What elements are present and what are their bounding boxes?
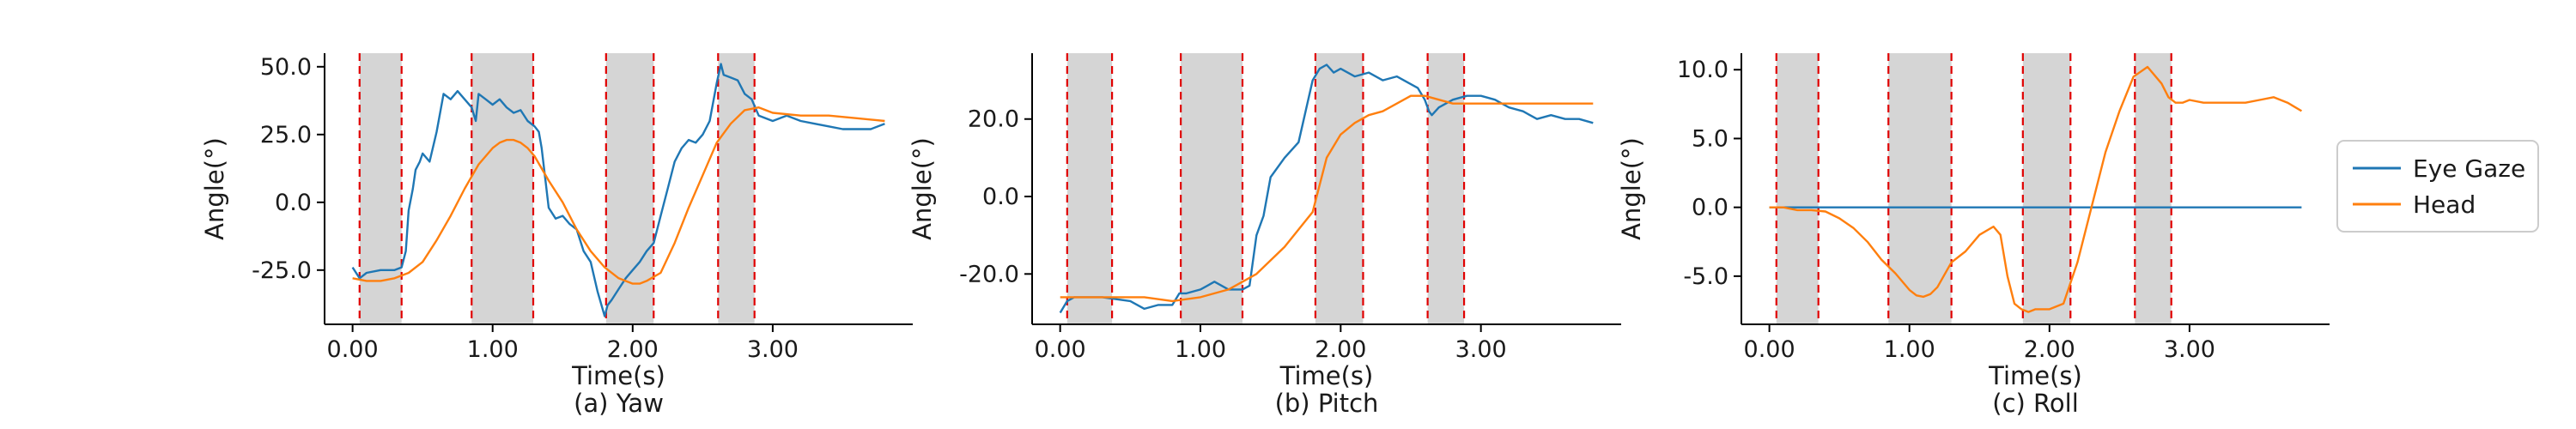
y-axis-title: Angle(°) (908, 137, 937, 240)
x-axis-title: Time(s) (571, 361, 665, 390)
x-tick-label: 0.00 (1744, 336, 1795, 363)
x-tick-label: 0.00 (1035, 336, 1086, 363)
y-tick-label: 0.0 (275, 190, 312, 216)
shaded-interval (1427, 53, 1465, 324)
y-axis-title: Angle(°) (1617, 137, 1646, 240)
x-tick-label: 2.00 (2024, 336, 2075, 363)
shaded-interval (718, 53, 755, 324)
y-tick-label: 0.0 (1692, 195, 1728, 221)
y-axis-title: Angle(°) (200, 137, 229, 240)
x-tick-label: 2.00 (1315, 336, 1366, 363)
shaded-interval (1181, 53, 1242, 324)
shaded-interval (471, 53, 534, 324)
y-tick-label: 5.0 (1692, 125, 1728, 152)
legend-frame (2336, 140, 2539, 233)
x-tick-label: 0.00 (327, 336, 379, 363)
legend: Eye Gaze Head (2336, 140, 2539, 233)
x-tick-label: 3.00 (747, 336, 799, 363)
shaded-interval (2135, 53, 2172, 324)
chart-panel-yaw: 0.00 1.00 2.00 3.00 -25.0 0.0 25.0 50.0 Time(s) A… (200, 53, 913, 418)
y-tick-label: 10.0 (1677, 57, 1728, 83)
shaded-interval (1776, 53, 1819, 324)
shaded-interval (2022, 53, 2071, 324)
shaded-interval (1066, 53, 1113, 324)
x-tick-label: 2.00 (607, 336, 659, 363)
series-line-head (1060, 94, 1594, 303)
shaded-interval (1888, 53, 1952, 324)
y-tick-label: 25.0 (260, 122, 312, 148)
y-tick-label: -20.0 (959, 261, 1019, 287)
series-line-head (1769, 65, 2303, 313)
series-line-head (352, 106, 885, 285)
chart-panel-pitch: 0.00 1.00 2.00 3.00 -20.0 0.0 20.0 Time(s) Angle… (908, 53, 1621, 418)
panel-caption: (a) Yaw (574, 389, 664, 418)
x-tick-label: 3.00 (2164, 336, 2215, 363)
panel-caption: (b) Pitch (1275, 389, 1379, 418)
chart-panel-roll: 0.00 1.00 2.00 3.00 -5.0 0.0 5.0 10.0 Time(s) Ang… (1617, 53, 2330, 418)
series-line-eye-gaze (1059, 63, 1594, 314)
chart-panels: 0.00 1.00 2.00 3.00 -25.0 0.0 25.0 50.0 Time(s) A… (200, 53, 2330, 418)
x-axis-title: Time(s) (1279, 361, 1374, 390)
x-tick-label: 1.00 (1175, 336, 1226, 363)
series-line-eye-gaze (351, 63, 885, 317)
x-tick-label: 3.00 (1455, 336, 1507, 363)
y-tick-label: 20.0 (968, 106, 1019, 133)
y-tick-label: -5.0 (1683, 263, 1728, 290)
y-tick-label: 50.0 (260, 54, 312, 81)
shaded-interval (605, 53, 654, 324)
x-tick-label: 1.00 (467, 336, 519, 363)
y-tick-label: 0.0 (982, 184, 1019, 210)
x-tick-label: 1.00 (1884, 336, 1935, 363)
panel-caption: (c) Roll (1992, 389, 2079, 418)
legend-label-head: Head (2413, 190, 2476, 219)
shaded-interval (359, 53, 402, 324)
legend-label-eye-gaze: Eye Gaze (2413, 154, 2525, 183)
shaded-interval (1315, 53, 1364, 324)
y-tick-label: -25.0 (252, 257, 312, 284)
x-axis-title: Time(s) (1988, 361, 2082, 390)
